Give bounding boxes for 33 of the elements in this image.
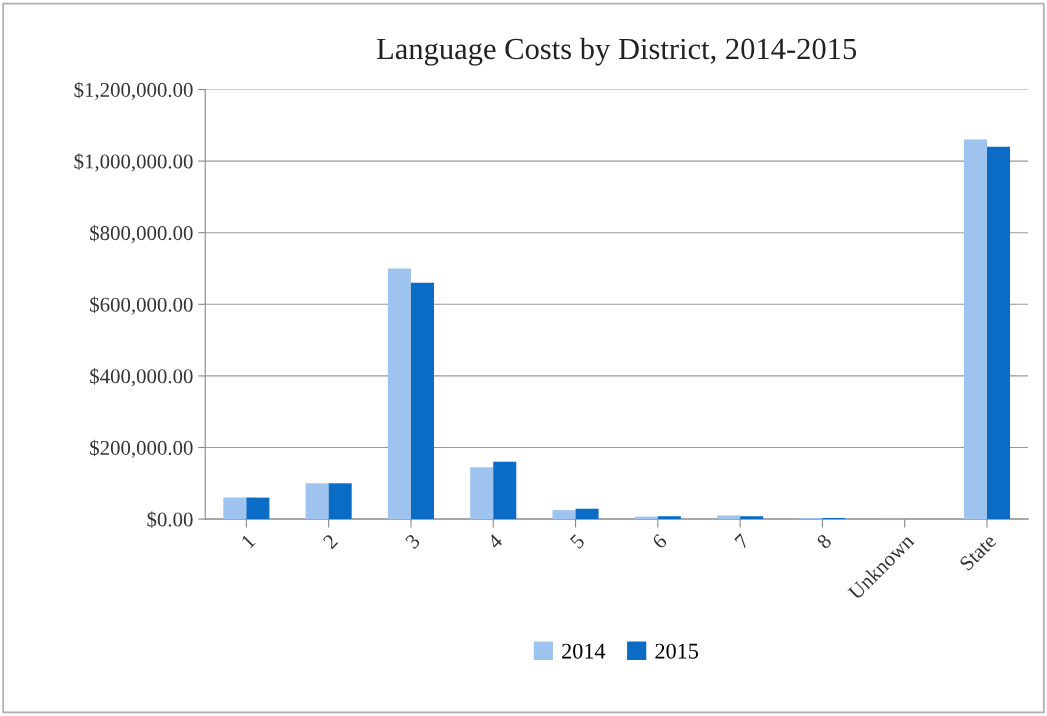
bar — [657, 516, 681, 520]
y-tick-label: $400,000.00 — [90, 368, 193, 387]
bar — [470, 467, 494, 520]
bar — [223, 497, 247, 520]
y-tick-label: $0.00 — [147, 511, 193, 528]
y-tick-label: $200,000.00 — [90, 439, 193, 458]
x-tick-label: 7 — [734, 533, 750, 549]
y-tick-label: $1,200,000.00 — [74, 81, 193, 100]
bar — [305, 483, 329, 520]
bar — [387, 268, 411, 520]
bar — [552, 510, 576, 520]
x-tick-label: 8 — [816, 533, 833, 550]
legend-label: 2015 — [655, 643, 699, 659]
y-tick-label: $1,000,000.00 — [74, 153, 193, 172]
bar — [493, 461, 517, 520]
x-tick-label: 3 — [404, 533, 421, 550]
bar — [246, 497, 270, 520]
y-tick-label: $600,000.00 — [90, 296, 193, 315]
bar — [328, 483, 352, 520]
x-tick-label: 4 — [486, 533, 504, 550]
x-tick-label: State — [959, 533, 997, 572]
bar — [963, 139, 988, 520]
x-tick-label: 1 — [240, 533, 256, 549]
x-tick-label: 2 — [322, 533, 339, 550]
bar — [575, 508, 599, 520]
legend-label: 2014 — [562, 643, 606, 659]
bar — [740, 516, 764, 520]
bar — [410, 282, 434, 520]
bar — [987, 146, 1011, 520]
y-tick-label: $800,000.00 — [90, 224, 193, 244]
x-tick-label: 5 — [569, 533, 586, 550]
x-tick-label: 6 — [651, 533, 668, 550]
chart-title: Language Costs by District, 2014-2015 — [376, 37, 857, 66]
